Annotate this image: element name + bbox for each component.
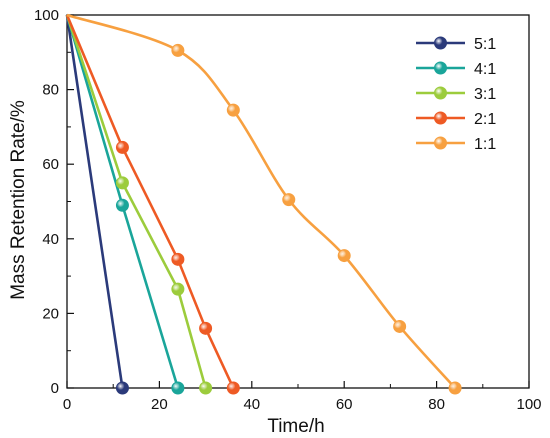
legend: 5:1 4:1 3:1 2:1 1:1 [416,36,496,153]
x-tick-label-60: 60 [336,396,353,413]
x-tick-label-20: 20 [151,396,168,413]
data-point-1:1-60 [337,249,351,263]
data-point-2:1-24 [171,252,185,266]
legend-marker-2:1 [434,111,447,125]
data-point-2:1-12 [115,140,129,154]
legend-label-1:1: 1:1 [474,136,496,153]
y-tick-label-40: 40 [42,231,59,248]
data-point-1:1-24 [171,43,185,57]
x-axis-title: Time/h [267,416,324,437]
y-tick-label-20: 20 [42,305,59,322]
data-point-1:1-72 [393,319,407,333]
x-tick-label-80: 80 [428,396,445,413]
data-point-2:1-36 [226,381,240,395]
x-tick-label-100: 100 [516,396,541,413]
data-point-3:1-12 [115,176,129,190]
series-points-layer [115,43,462,395]
data-point-5:1-12 [115,381,129,395]
data-point-2:1-30 [199,321,213,335]
y-tick-label-80: 80 [42,82,59,99]
legend-label-2:1: 2:1 [474,111,496,128]
data-point-1:1-48 [282,193,296,207]
legend-marker-3:1 [434,86,447,100]
series-line-5:1 [65,14,124,389]
legend-label-3:1: 3:1 [474,86,496,103]
y-tick-label-100: 100 [34,7,59,24]
legend-label-4:1: 4:1 [474,61,496,78]
data-point-3:1-24 [171,282,185,296]
x-tick-label-0: 0 [63,396,71,413]
data-point-4:1-24 [171,381,185,395]
y-tick-label-60: 60 [42,156,59,173]
data-point-3:1-30 [199,381,213,395]
plot-frame [66,14,530,389]
y-axis-title: Mass Retention Rate/% [8,100,29,300]
x-tick-label-40: 40 [243,396,260,413]
legend-marker-1:1 [434,136,447,150]
legend-marker-4:1 [434,61,447,75]
series-line-3:1 [65,14,207,389]
y-tick-label-0: 0 [51,380,59,397]
data-point-1:1-36 [226,103,240,117]
axes-layer: 0 20 40 60 80 100 0 20 40 60 80 100 [34,7,542,413]
data-point-4:1-12 [115,198,129,212]
data-point-1:1-84 [448,381,462,395]
legend-marker-5:1 [434,36,447,50]
legend-label-5:1: 5:1 [474,36,496,53]
